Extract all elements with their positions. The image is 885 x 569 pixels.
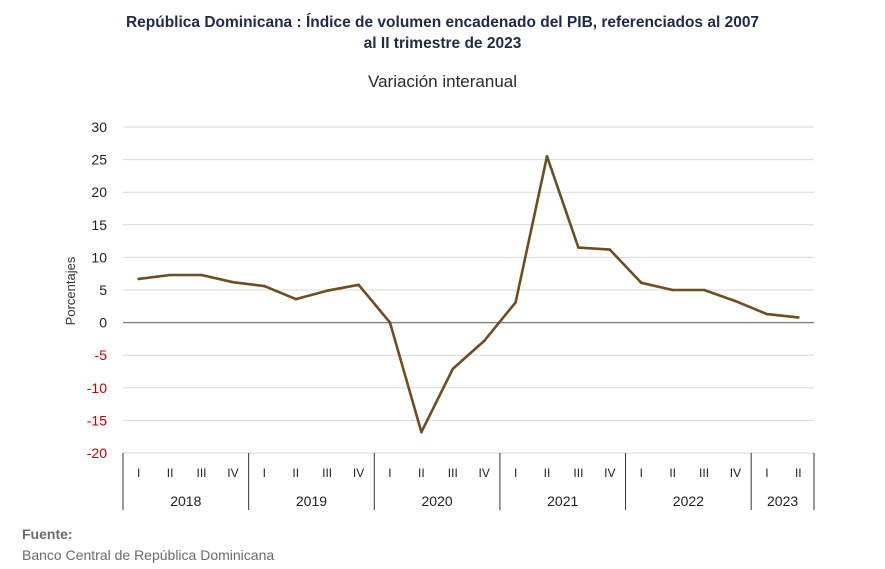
x-tick-label-quarter: II [418,466,425,480]
x-tick-label-quarter: I [765,466,768,480]
source-text: Banco Central de República Dominicana [22,547,275,563]
x-tick-label-year: 2019 [296,493,327,509]
x-tick-label-quarter: IV [227,466,238,480]
series-line [137,155,800,434]
x-tick-label-year: 2018 [170,493,201,509]
y-tick-label: 20 [91,184,107,200]
data-point [137,277,141,281]
y-tick-label: -20 [87,445,107,461]
data-point [325,289,329,292]
y-tick-label: 5 [99,282,107,298]
y-tick-label: 25 [91,152,107,168]
x-tick-label-year: 2021 [547,493,578,509]
x-tick-label-quarter: I [640,466,643,480]
grid-lines [123,126,814,454]
data-point [671,288,674,292]
x-tick-label-year: 2022 [673,493,704,509]
data-point [765,312,769,316]
data-point [702,288,706,292]
data-point [577,246,580,249]
y-tick-label: 0 [99,315,107,331]
data-point [200,273,203,277]
data-point [514,301,517,304]
source-label: Fuente: [22,526,73,542]
x-tick-label-quarter: IV [479,466,490,480]
x-tick-label-quarter: II [292,466,299,480]
x-tick-label-quarter: II [544,466,551,480]
x-tick-label-quarter: II [795,466,802,480]
x-tick-label-quarter: III [448,466,458,480]
chart-subtitle: Variación interanual [368,72,517,91]
data-point [451,367,455,371]
y-tick-label: -10 [87,380,107,396]
data-point [294,297,298,301]
data-point [168,273,172,277]
x-tick-label-quarter: I [514,466,517,480]
series-line-group [137,155,800,434]
x-tick-label-year: 2020 [422,493,453,509]
chart-title-line1: República Dominicana : Índice de volumen… [125,14,760,31]
data-point [734,299,737,303]
y-axis-ticks: 30 25 20 15 10 5 0 -5 -10 -15 -20 [87,119,107,461]
y-axis-label: Porcentajes [63,256,78,325]
y-tick-label: -5 [95,347,108,363]
x-tick-label-quarter: IV [730,466,741,480]
x-tick-label-quarter: I [137,466,140,480]
x-tick-label-quarter: III [322,466,332,480]
x-tick-label-quarter: II [669,466,676,480]
x-tick-label-quarter: I [263,466,266,480]
y-tick-label: 10 [91,249,107,265]
x-tick-label-quarter: II [167,466,174,480]
data-point [608,248,612,251]
data-point [545,155,549,158]
x-tick-label-quarter: III [699,466,709,480]
data-point [388,321,392,324]
y-tick-label: 30 [91,119,107,135]
x-tick-label-quarter: IV [604,466,615,480]
chart-title: República Dominicana : Índice de volumen… [0,12,885,54]
data-point [796,316,800,319]
data-point [639,281,643,285]
data-point [357,283,360,287]
data-point [482,339,486,343]
x-tick-label-quarter: IV [353,466,364,480]
chart-title-line2: al II trimestre de 2023 [363,35,522,52]
x-tick-label-quarter: I [388,466,391,480]
data-point [263,284,266,288]
x-tick-label-quarter: III [573,466,583,480]
x-axis: I II III IV I II III IV I II III IV I II III IV I II III IV… [122,453,815,510]
x-tick-label-year: 2023 [767,493,798,509]
data-point [231,280,235,284]
data-point [420,430,423,434]
x-tick-label-quarter: III [197,466,207,480]
y-tick-label: 15 [91,217,107,233]
y-tick-label: -15 [87,412,107,428]
